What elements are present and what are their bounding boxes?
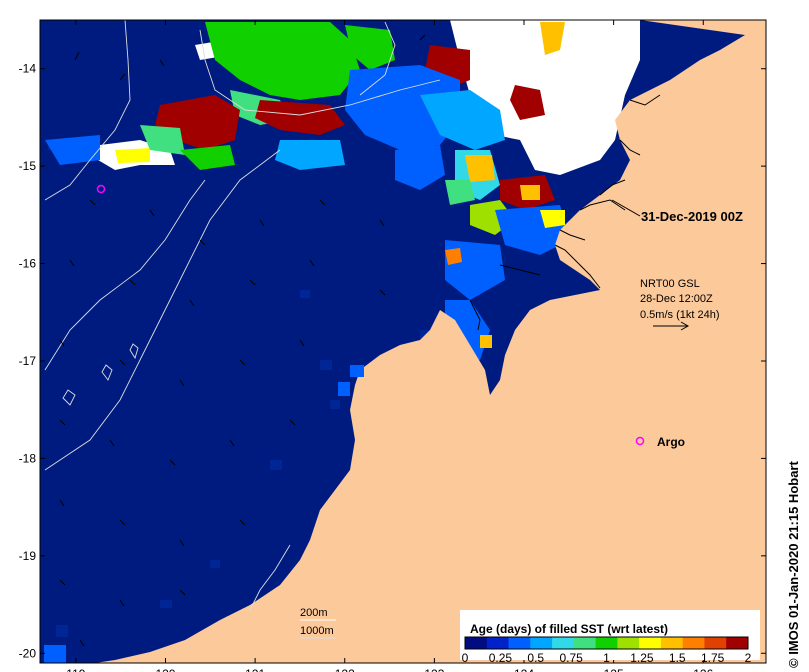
colorbar-tick-label: 1 (603, 651, 610, 665)
coastline-detail (469, 94, 661, 331)
colorbar-tick-label: 0 (462, 651, 469, 665)
lat-axis: -14 -15 -16 -17 -18 -19 -20 (19, 62, 766, 660)
lon-tick-label: 123 (424, 667, 444, 672)
colorbar-tick-label: 0.25 (489, 651, 513, 665)
land-mass (95, 20, 766, 663)
colorbar-tick-label: 0.75 (559, 651, 583, 665)
colorbar-tick-label: 2 (745, 651, 752, 665)
colorbar-swatch (573, 637, 597, 649)
map-title: 31-Dec-2019 00Z (641, 209, 743, 224)
colorbar-swatch (552, 637, 575, 649)
argo-legend-label: Argo (657, 435, 685, 449)
colorbar-swatch (595, 637, 618, 649)
current-legend-product: NRT00 GSL (640, 278, 700, 290)
current-legend-time: 28-Dec 12:00Z (640, 293, 713, 305)
lat-tick-label: -15 (19, 159, 37, 173)
lat-tick-label: -16 (19, 257, 37, 271)
lon-tick-label: 126 (693, 667, 713, 672)
lon-tick-label: 125 (604, 667, 624, 672)
colorbar-tick-label: 0.5 (527, 651, 544, 665)
colorbar-tick-label: 1.5 (669, 651, 686, 665)
isobath-contours (44, 20, 441, 611)
lat-tick-label: -17 (19, 354, 37, 368)
argo-float-marker (96, 184, 106, 194)
colorbar-swatch (726, 637, 749, 649)
credit-text: © IMOS 01-Jan-2020 21:15 Hobart (786, 461, 801, 668)
title-leader-line (611, 199, 641, 217)
current-legend-scale: 0.5m/s (1kt 24h) (640, 309, 719, 321)
colorbar-title: Age (days) of filled SST (wrt latest) (470, 622, 668, 636)
lat-tick-label: -19 (19, 549, 37, 563)
current-vectors (59, 34, 426, 647)
isobath-label-1000m: 1000m (300, 625, 334, 637)
colorbar-swatch (530, 637, 553, 649)
lat-tick-label: -14 (19, 62, 37, 76)
lon-tick-label: 119 (66, 667, 85, 672)
colorbar-tick-label: 1.25 (630, 651, 654, 665)
colorbar-swatch (465, 637, 488, 649)
colorbar-swatch (660, 637, 684, 649)
colorbar: Age (days) of filled SST (wrt latest) 0 0… (460, 610, 760, 665)
lat-tick-label: -20 (19, 646, 37, 660)
colorbar-swatch (639, 637, 662, 649)
lon-tick-label: 121 (245, 667, 265, 672)
lon-tick-label: 122 (335, 667, 355, 672)
coastal-patches (44, 365, 364, 663)
lon-tick-label: 120 (155, 667, 175, 672)
isobath-label-200m: 200m (300, 607, 328, 619)
colorbar-swatch (682, 637, 705, 649)
argo-legend-marker (635, 436, 645, 446)
lon-axis: 119 120 121 122 123 124 125 126 (66, 20, 714, 672)
lat-tick-label: -18 (19, 451, 37, 465)
colorbar-swatch (704, 637, 727, 649)
colorbar-swatch (508, 637, 531, 649)
colorbar-swatch (617, 637, 640, 649)
sst-age-patches (45, 22, 570, 360)
colorbar-tick-label: 1.75 (701, 651, 725, 665)
colorbar-swatch (486, 637, 510, 649)
map-frame (39, 19, 767, 664)
current-scale-arrow (653, 321, 690, 331)
lon-tick-label: 124 (514, 667, 534, 672)
